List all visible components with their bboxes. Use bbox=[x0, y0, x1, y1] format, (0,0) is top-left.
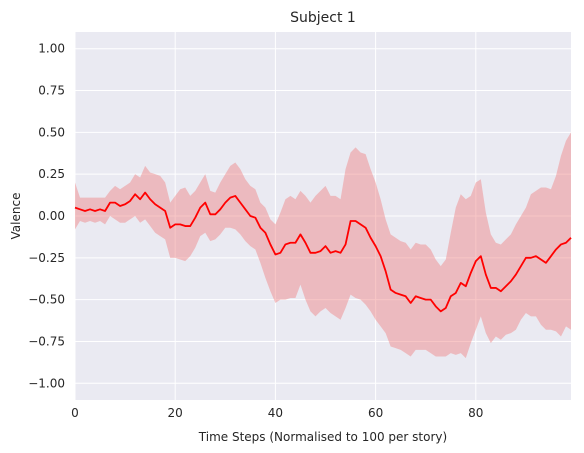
y-tick-label: −0.75 bbox=[28, 334, 65, 348]
x-tick-label: 80 bbox=[468, 406, 483, 420]
confidence-band bbox=[75, 132, 571, 359]
x-tick-label: 20 bbox=[168, 406, 183, 420]
y-tick-label: 1.00 bbox=[38, 42, 65, 56]
y-axis-label: Valence bbox=[9, 193, 23, 240]
y-tick-label: 0.75 bbox=[38, 84, 65, 98]
grid bbox=[74, 32, 571, 400]
y-tick-label: −1.00 bbox=[28, 376, 65, 390]
x-tick-labels: 0 20 40 60 80 bbox=[71, 406, 483, 420]
chart-title: Subject 1 bbox=[290, 10, 356, 26]
y-tick-labels: −1.00 −0.75 −0.50 −0.25 0.00 0.25 0.50 0.75 1.00 bbox=[28, 42, 65, 391]
x-tick-label: 0 bbox=[71, 406, 79, 420]
y-tick-label: 0.00 bbox=[38, 209, 65, 223]
y-tick-label: −0.50 bbox=[28, 293, 65, 307]
y-tick-label: 0.50 bbox=[38, 125, 65, 139]
y-tick-label: 0.25 bbox=[38, 167, 65, 181]
mean-line bbox=[74, 191, 572, 313]
x-tick-label: 60 bbox=[368, 406, 383, 420]
x-tick-label: 40 bbox=[268, 406, 283, 420]
y-tick-label: −0.25 bbox=[28, 251, 65, 265]
x-axis-label: Time Steps (Normalised to 100 per story) bbox=[198, 430, 447, 444]
